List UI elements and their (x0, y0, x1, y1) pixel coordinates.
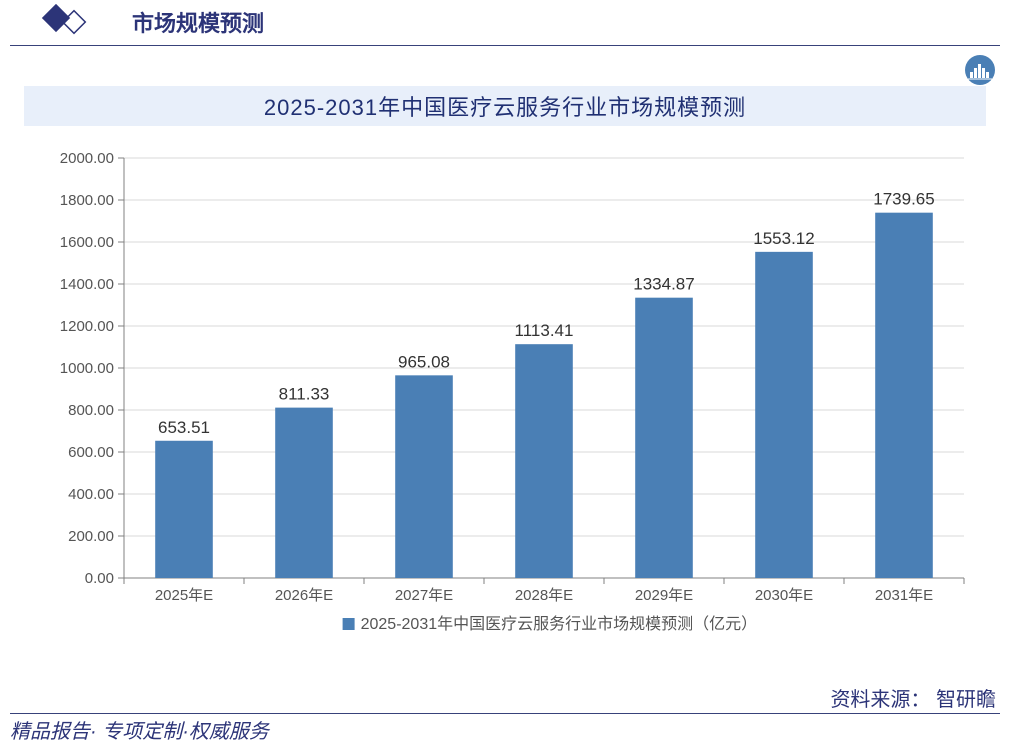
svg-text:2030年E: 2030年E (755, 587, 813, 604)
svg-text:200.00: 200.00 (68, 528, 114, 545)
source-badge-icon (964, 54, 996, 86)
diamond-icon (38, 4, 98, 40)
footer-left-text: 精品报告· 专项定制·权威服务 (10, 715, 269, 744)
svg-text:1553.12: 1553.12 (753, 229, 814, 248)
svg-text:1600.00: 1600.00 (60, 234, 114, 251)
svg-text:400.00: 400.00 (68, 486, 114, 503)
svg-text:2025-2031年中国医疗云服务行业市场规模预测（亿元）: 2025-2031年中国医疗云服务行业市场规模预测（亿元） (361, 615, 758, 633)
svg-text:1113.41: 1113.41 (515, 321, 574, 340)
svg-text:653.51: 653.51 (158, 418, 210, 437)
market-size-bar-chart: 0.00 200.00 400.00 600.00 800.00 1000.00 1200.… (24, 138, 986, 658)
svg-text:2031年E: 2031年E (875, 587, 933, 604)
footer-divider (10, 713, 1000, 714)
svg-text:1739.65: 1739.65 (873, 190, 934, 209)
svg-text:2028年E: 2028年E (515, 587, 573, 604)
svg-text:2025年E: 2025年E (155, 587, 213, 604)
svg-text:2027年E: 2027年E (395, 587, 453, 604)
page-title: 市场规模预测 (132, 6, 264, 38)
svg-text:965.08: 965.08 (398, 352, 450, 371)
svg-text:1400.00: 1400.00 (60, 276, 114, 293)
chart-title: 2025-2031年中国医疗云服务行业市场规模预测 (24, 86, 986, 126)
svg-text:1334.87: 1334.87 (633, 275, 694, 294)
svg-text:1000.00: 1000.00 (60, 360, 114, 377)
svg-text:0.00: 0.00 (85, 570, 114, 587)
footer-right-text: 资料来源： 智研瞻 (830, 683, 996, 712)
svg-text:811.33: 811.33 (279, 385, 330, 404)
svg-text:1200.00: 1200.00 (60, 318, 114, 335)
svg-text:2000.00: 2000.00 (60, 150, 114, 167)
svg-text:800.00: 800.00 (68, 402, 114, 419)
svg-text:600.00: 600.00 (68, 444, 114, 461)
svg-text:1800.00: 1800.00 (60, 192, 114, 209)
svg-text:2026年E: 2026年E (275, 587, 333, 604)
svg-text:2029年E: 2029年E (635, 587, 693, 604)
